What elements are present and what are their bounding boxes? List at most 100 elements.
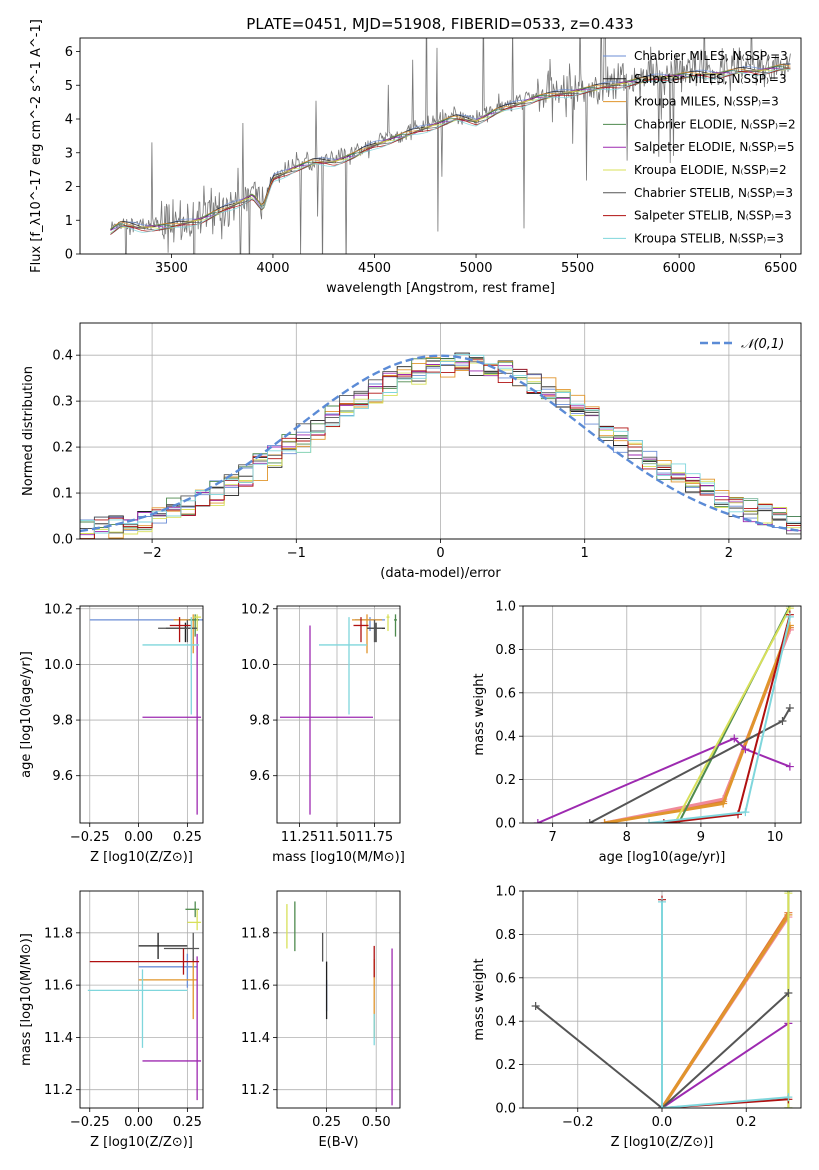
y-tick-label: 11.2	[241, 1083, 270, 1098]
x-tick-label: 4000	[256, 261, 289, 276]
x-tick-label: 0.00	[124, 1115, 153, 1130]
legend: Chabrier MILES, N₍SSP₎=3 Salpeter MILES, …	[603, 49, 796, 245]
y-tick-label: 11.8	[241, 926, 270, 941]
x-axis-label: (data-model)/error	[380, 566, 501, 581]
x-tick-label: 0.0	[652, 1115, 673, 1130]
weight-marker-2	[719, 799, 728, 808]
legend-label: Chabrier ELODIE, N₍SSP₎=2	[634, 117, 796, 131]
age-vs-mass-panel: 11.25 11.50 11.75 9.6 9.8 10.0 10.2 mass [log10…	[241, 602, 405, 865]
weight-marker-8	[658, 1104, 666, 1108]
x-tick-label: 0.2	[736, 1115, 757, 1130]
age-vs-metallicity-panel: −0.25 0.00 0.25 9.6 9.8 10.0 10.2 Z [log10(Z/Z⊙…	[19, 602, 204, 865]
axes-frame	[522, 890, 802, 1109]
x-tick-label: 2	[725, 546, 733, 561]
weight-marker-4	[730, 734, 739, 743]
axes-frame	[276, 890, 401, 1109]
legend-label: Salpeter STELIB, N₍SSP₎=3	[634, 209, 792, 223]
x-tick-label: 1	[581, 546, 589, 561]
y-tick-label: 1.0	[495, 600, 516, 615]
axes-frame	[522, 605, 802, 824]
x-axis-label: age [log10(age/yr)]	[599, 850, 726, 865]
y-tick-label: 11.4	[241, 1031, 270, 1046]
y-tick-label: 11.2	[44, 1083, 73, 1098]
y-tick-label: 0	[65, 248, 73, 263]
mass-weight-vs-age-panel: 7 8 9 10 0.0 0.2 0.4 0.6 0.8 1.0 age [log10(age/yr…	[472, 600, 802, 865]
y-tick-label: 1	[65, 214, 73, 229]
y-axis-label: mass weight	[472, 958, 487, 1040]
y-tick-label: 0.0	[52, 533, 73, 548]
x-tick-label: 0.25	[173, 830, 202, 845]
y-tick-label: 11.6	[44, 979, 73, 994]
y-tick-label: 9.8	[52, 714, 73, 729]
x-tick-label: 9	[697, 830, 705, 845]
x-tick-label: −2	[143, 546, 162, 561]
y-tick-label: 0.2	[495, 1058, 516, 1073]
weight-marker-6	[531, 1002, 540, 1011]
weight-marker-4	[741, 745, 750, 754]
y-tick-label: 0.3	[52, 395, 73, 410]
y-tick-label: 10.0	[241, 658, 270, 673]
y-tick-label: 0.2	[52, 441, 73, 456]
weight-line-8	[661, 901, 789, 1108]
x-tick-label: 6500	[764, 261, 797, 276]
x-axis-label: E(B-V)	[318, 1135, 358, 1150]
weight-lines	[531, 891, 793, 1108]
x-axis-label: Z [log10(Z/Z⊙)]	[611, 1135, 714, 1150]
x-tick-label: 0.00	[124, 830, 153, 845]
y-tick-label: 0.0	[495, 1102, 516, 1117]
y-tick-label: 0.2	[495, 773, 516, 788]
y-tick-label: 0.4	[495, 1015, 516, 1030]
x-tick-label: 0.25	[312, 1115, 341, 1130]
axes-frame	[79, 605, 204, 824]
errorbars	[87, 901, 202, 1101]
weight-marker-8	[784, 1093, 793, 1102]
legend-label: Chabrier MILES, N₍SSP₎=3	[634, 49, 788, 63]
weight-line-2	[660, 914, 790, 1108]
x-tick-label: −0.2	[562, 1115, 594, 1130]
x-tick-label: 5000	[459, 261, 492, 276]
weight-marker-8	[658, 897, 666, 906]
errorbars	[280, 614, 397, 815]
weight-marker-7	[733, 810, 742, 819]
x-tick-label: 7	[549, 830, 557, 845]
weight-marker-6	[784, 988, 793, 997]
normal-reference-curve	[80, 354, 801, 533]
histograms	[80, 352, 801, 539]
y-tick-label: 0.8	[495, 643, 516, 658]
y-axis-label: Normed distribution	[21, 366, 36, 496]
y-axis-label: mass weight	[472, 673, 487, 755]
y-axis-label: mass [log10(M/M⊙)]	[19, 933, 34, 1066]
weight-marker-6	[778, 717, 787, 726]
y-tick-label: 11.4	[44, 1031, 73, 1046]
y-tick-label: 0.6	[495, 971, 516, 986]
x-tick-label: 3500	[155, 261, 188, 276]
legend-label: Kroupa ELODIE, N₍SSP₎=2	[634, 163, 787, 177]
weight-marker-2	[600, 819, 609, 823]
weight-marker-6	[785, 703, 794, 712]
y-tick-label: 10.2	[44, 602, 73, 617]
x-tick-label: 0.50	[362, 1115, 391, 1130]
x-tick-label: 0	[436, 546, 444, 561]
legend-label: Chabrier STELIB, N₍SSP₎=3	[634, 186, 793, 200]
legend-label: 𝒩(0,1)	[741, 337, 784, 352]
x-tick-label: 4500	[358, 261, 391, 276]
spectrum-lines	[110, 38, 791, 254]
y-tick-label: 0.0	[495, 817, 516, 832]
y-tick-label: 0.8	[495, 928, 516, 943]
weight-marker-4	[785, 762, 794, 771]
y-tick-label: 9.8	[249, 714, 270, 729]
y-tick-label: 0.4	[495, 730, 516, 745]
axes-frame	[276, 605, 401, 824]
model-spectrum-8	[110, 68, 791, 235]
y-tick-label: 10.2	[241, 602, 270, 617]
axes-frame	[79, 37, 802, 255]
y-tick-label: 5	[65, 79, 73, 94]
x-tick-label: 11.25	[281, 830, 318, 845]
y-axis-label: age [log10(age/yr)]	[19, 651, 34, 778]
errorbars	[89, 614, 203, 815]
y-tick-label: 9.6	[52, 769, 73, 784]
figure-title: PLATE=0451, MJD=51908, FIBERID=0533, z=0…	[246, 15, 633, 33]
y-tick-label: 1.0	[495, 885, 516, 900]
x-axis-label: wavelength [Angstrom, rest frame]	[326, 281, 555, 296]
